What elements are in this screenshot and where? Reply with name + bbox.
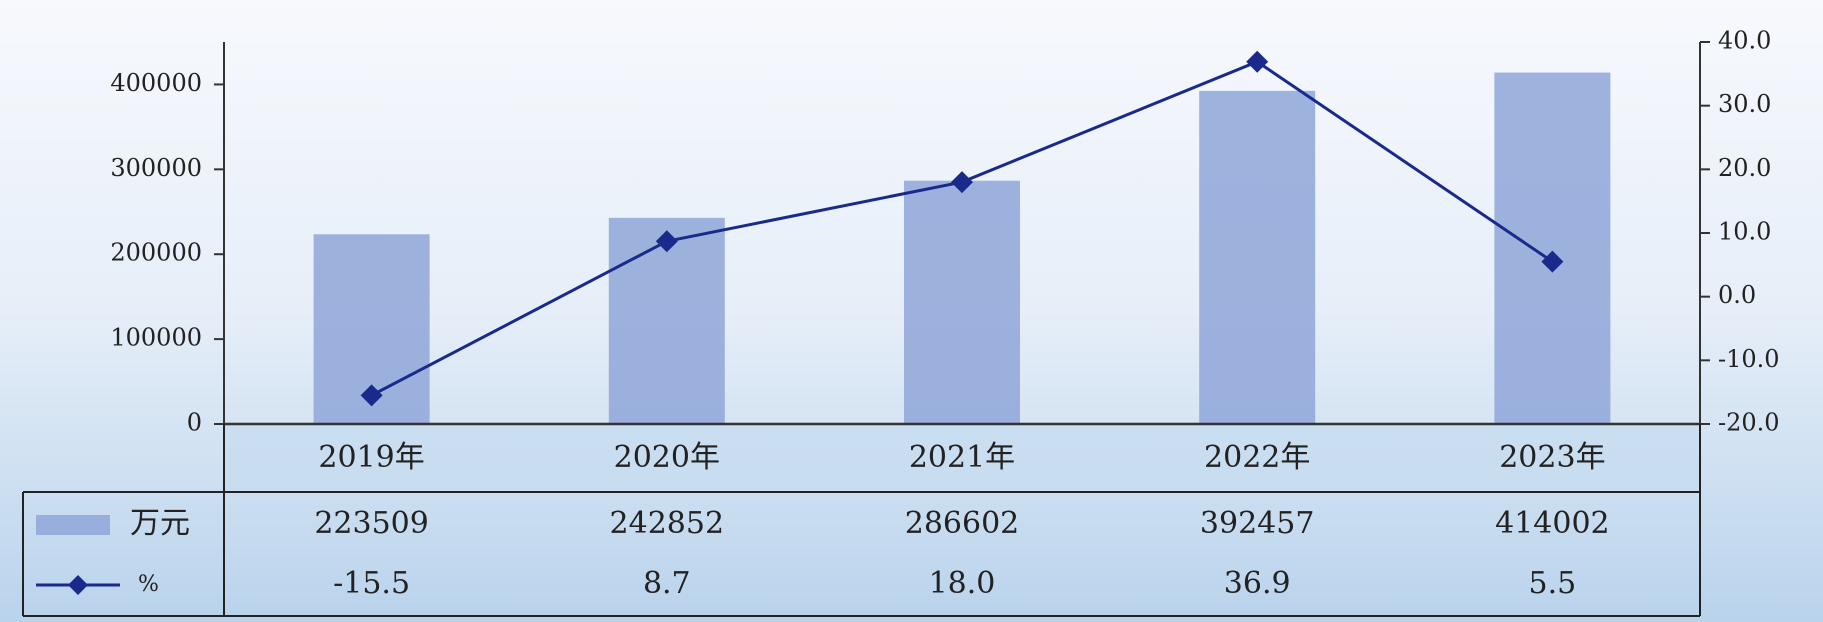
line-marker xyxy=(655,230,678,253)
y-tick-label: 300000 xyxy=(110,154,202,182)
y2-tick-label: -10.0 xyxy=(1718,345,1780,373)
table-value: 5.5 xyxy=(1529,566,1577,601)
table-value: 8.7 xyxy=(643,566,691,601)
line-marker xyxy=(1541,250,1564,273)
y-tick-label: 400000 xyxy=(110,69,202,97)
x-tick-label: 2020年 xyxy=(614,440,720,475)
bar xyxy=(1199,90,1316,425)
x-tick-label: 2023年 xyxy=(1499,440,1605,475)
legend-label: 万元 xyxy=(130,506,190,541)
y-tick-label: 200000 xyxy=(110,239,202,267)
y2-tick-label: 30.0 xyxy=(1718,90,1771,118)
table-value: 286602 xyxy=(905,506,1020,541)
table-value: 414002 xyxy=(1495,506,1610,541)
legend-marker xyxy=(68,575,88,595)
table-value: 392457 xyxy=(1200,506,1315,541)
y2-tick-label: -20.0 xyxy=(1718,409,1780,437)
x-tick-label: 2022年 xyxy=(1204,440,1310,475)
table-value: 242852 xyxy=(610,506,725,541)
bar xyxy=(1494,72,1611,425)
y2-tick-label: 40.0 xyxy=(1718,27,1771,55)
table-value: 36.9 xyxy=(1224,566,1291,601)
legend-label: % xyxy=(138,572,159,597)
bar xyxy=(904,180,1020,424)
y-tick-label: 100000 xyxy=(110,324,202,352)
legend-swatch xyxy=(36,515,110,535)
table-value: -15.5 xyxy=(333,566,410,601)
line-marker xyxy=(360,384,383,407)
x-tick-label: 2019年 xyxy=(318,440,424,475)
line-marker xyxy=(1246,50,1269,73)
y2-tick-label: 20.0 xyxy=(1718,154,1771,182)
y2-tick-label: 10.0 xyxy=(1718,218,1771,246)
table-header-band xyxy=(224,424,1700,492)
x-tick-label: 2021年 xyxy=(909,440,1015,475)
table-value: 18.0 xyxy=(929,566,996,601)
line-marker xyxy=(951,171,973,194)
y-tick-label: 0 xyxy=(187,409,202,437)
y2-tick-label: 0.0 xyxy=(1718,281,1756,309)
table-value: 223509 xyxy=(314,506,429,541)
